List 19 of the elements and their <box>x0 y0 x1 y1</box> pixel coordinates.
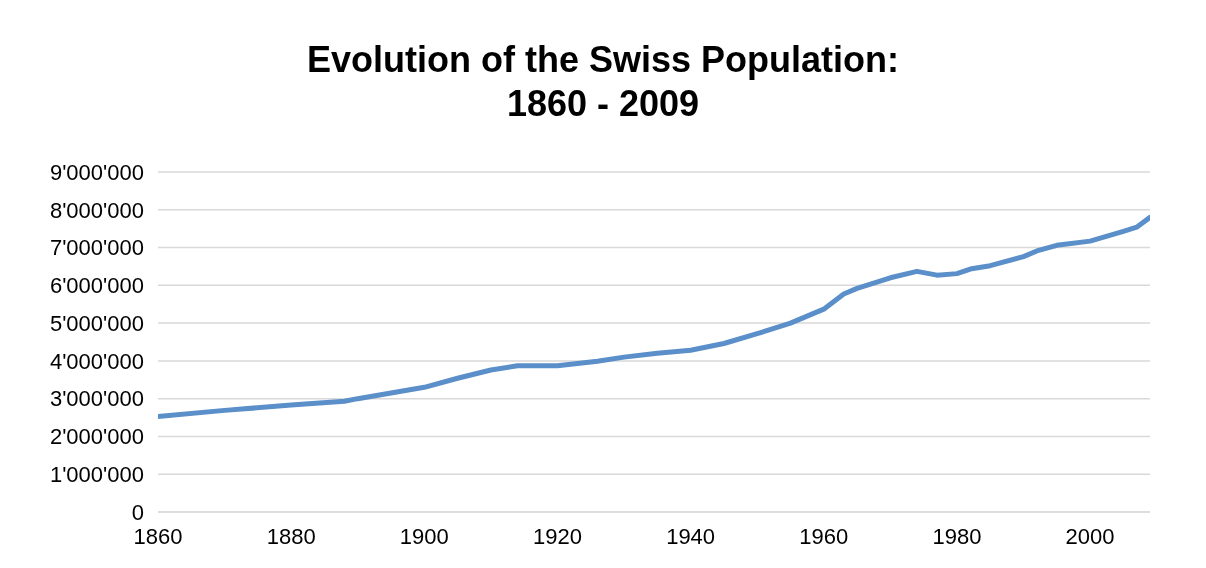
x-tick-label: 1900 <box>399 523 449 549</box>
y-tick-label: 6'000'000 <box>49 273 144 299</box>
y-tick-label: 8'000'000 <box>49 197 144 223</box>
y-tick-label: 4'000'000 <box>49 348 144 374</box>
y-tick-label: 9'000'000 <box>49 159 144 185</box>
y-tick-label: 2'000'000 <box>49 424 144 450</box>
y-tick-label: 5'000'000 <box>49 310 144 336</box>
chart-title: Evolution of the Swiss Population: 1860 - 2009 <box>306 38 900 126</box>
x-tick-label: 1860 <box>133 523 183 549</box>
y-tick-label: 3'000'000 <box>49 386 144 412</box>
x-tick-label: 1980 <box>932 523 982 549</box>
x-tick-label: 1920 <box>532 523 582 549</box>
x-tick-label: 2000 <box>1065 523 1115 549</box>
y-tick-label: 1'000'000 <box>49 462 144 488</box>
x-tick-label: 1880 <box>266 523 316 549</box>
x-tick-label: 1960 <box>799 523 849 549</box>
y-tick-label: 7'000'000 <box>49 235 144 261</box>
x-tick-label: 1940 <box>666 523 716 549</box>
y-tick-label: 0 <box>131 499 144 525</box>
